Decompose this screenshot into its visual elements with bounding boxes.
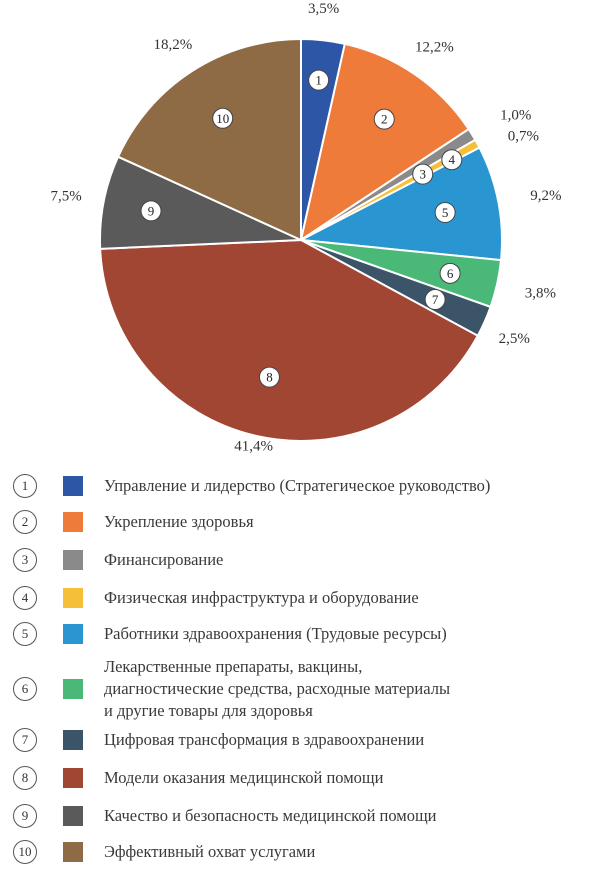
slice-marker-7: 7: [424, 289, 446, 311]
legend-item-8: 8 Модели оказания медицинской помощи: [0, 764, 600, 792]
slice-marker-6: 6: [439, 262, 461, 284]
value-label-8: 41,4%: [234, 439, 273, 455]
slice-marker-1: 1: [308, 69, 330, 91]
value-label-5: 9,2%: [530, 188, 561, 204]
value-label-1: 3,5%: [308, 1, 339, 17]
value-label-7: 2,5%: [499, 331, 530, 347]
legend-item-10: 10 Эффективный охват услугами: [0, 838, 600, 866]
legend-label-5: Работники здравоохранения (Трудовые ресу…: [104, 624, 447, 643]
value-label-2: 12,2%: [415, 39, 454, 55]
svg-text:3: 3: [419, 167, 426, 182]
legend-swatch-8: [63, 768, 83, 788]
legend-number-10: 10: [13, 840, 37, 864]
legend-swatch-2: [63, 512, 83, 532]
legend-swatch-9: [63, 806, 83, 826]
svg-text:2: 2: [381, 112, 388, 127]
svg-text:8: 8: [266, 370, 273, 385]
legend-swatch-4: [63, 588, 83, 608]
legend-label-7: Цифровая трансформация в здравоохранении: [104, 730, 425, 749]
value-label-9: 7,5%: [50, 189, 81, 205]
slice-marker-9: 9: [140, 200, 162, 222]
legend-swatch-3: [63, 550, 83, 570]
legend-item-2: 2 Укрепление здоровья: [0, 508, 600, 536]
svg-text:7: 7: [432, 292, 439, 307]
slice-marker-8: 8: [258, 366, 280, 388]
legend-number-6: 6: [13, 677, 37, 701]
legend-swatch-7: [63, 730, 83, 750]
legend-label-6: Лекарственные препараты, вакцины, диагно…: [104, 657, 451, 720]
value-label-6: 3,8%: [525, 286, 556, 302]
slice-marker-2: 2: [373, 108, 395, 130]
svg-text:9: 9: [148, 203, 155, 218]
legend-number-5: 5: [13, 622, 37, 646]
svg-text:1: 1: [315, 73, 322, 88]
pie-slice-9: [99, 155, 302, 250]
legend-item-7: 7 Цифровая трансформация в здравоохранени…: [0, 726, 600, 754]
slice-marker-5: 5: [434, 202, 456, 224]
svg-text:10: 10: [216, 111, 229, 126]
legend-label-4: Физическая инфраструктура и оборудование: [104, 588, 419, 607]
legend-item-5: 5 Работники здравоохранения (Трудовые рес…: [0, 620, 600, 648]
svg-text:5: 5: [442, 205, 449, 220]
legend-number-1: 1: [13, 474, 37, 498]
legend-label-9: Качество и безопасность медицинской помо…: [104, 806, 437, 825]
legend-number-3: 3: [13, 548, 37, 572]
value-label-3: 1,0%: [500, 108, 531, 124]
value-label-4: 0,7%: [508, 128, 539, 144]
legend-item-4: 4 Физическая инфраструктура и оборудовани…: [0, 584, 600, 612]
legend-item-3: 3 Финансирование: [0, 546, 600, 574]
legend-swatch-6: [63, 679, 83, 699]
svg-text:4: 4: [449, 152, 456, 167]
legend-swatch-10: [63, 842, 83, 862]
legend-number-9: 9: [13, 804, 37, 828]
legend-number-8: 8: [13, 766, 37, 790]
legend-label-8: Модели оказания медицинской помощи: [104, 768, 384, 787]
legend-item-6: 6 Лекарственные препараты, вакцины, диагн…: [0, 656, 600, 722]
svg-text:6: 6: [447, 266, 454, 281]
legend-label-3: Финансирование: [104, 550, 224, 569]
legend-number-4: 4: [13, 586, 37, 610]
legend-number-7: 7: [13, 728, 37, 752]
pie-chart: 1 2 3 4 5 67 8 9 10 3,5% 12,2% 1,0% 0,7% 9,2% 3,8% 2,5…: [50, 1, 561, 455]
slice-marker-3: 3: [412, 163, 434, 185]
pie-slice-2: [299, 42, 471, 243]
value-label-10: 18,2%: [153, 37, 192, 53]
legend-label-1: Управление и лидерство (Стратегическое р…: [104, 476, 491, 495]
legend-label-10: Эффективный охват услугами: [104, 842, 316, 861]
slice-marker-4: 4: [441, 149, 463, 171]
pie-slice-8: [99, 238, 480, 442]
legend-swatch-1: [63, 476, 83, 496]
legend-item-1: 1 Управление и лидерство (Стратегическое …: [0, 472, 600, 500]
pie-slice-10: [116, 37, 302, 242]
legend-label-2: Укрепление здоровья: [104, 512, 254, 531]
legend-number-2: 2: [13, 510, 37, 534]
pie-slice-5: [297, 146, 503, 262]
legend-item-9: 9 Качество и безопасность медицинской пом…: [0, 802, 600, 830]
legend-swatch-5: [63, 624, 83, 644]
slice-marker-10: 10: [212, 107, 234, 129]
